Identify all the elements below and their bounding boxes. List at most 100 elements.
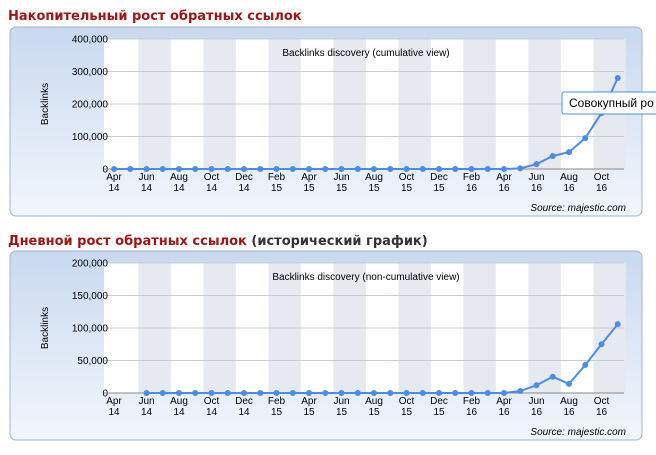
y-tick-label: 200,000 (72, 259, 109, 270)
point (582, 135, 589, 142)
point (354, 390, 361, 396)
x-tick-label: 14 (173, 407, 185, 418)
x-tick-label: Feb (268, 172, 286, 183)
x-tick-label: 15 (303, 407, 315, 418)
x-tick-label: 15 (401, 407, 413, 418)
y-tick-label: 0 (102, 389, 108, 400)
source: Source: majestic.com (530, 203, 626, 214)
x-tick-label: Apr (301, 172, 317, 183)
point (143, 166, 150, 172)
x-tick-label: Jun (333, 172, 349, 183)
point (614, 321, 621, 328)
x-tick-label: Dec (235, 396, 253, 407)
x-tick-label: Apr (496, 172, 512, 183)
point (322, 166, 329, 172)
point (403, 390, 410, 396)
x-tick-label: Dec (430, 396, 448, 407)
point (517, 165, 524, 172)
point (387, 166, 394, 172)
point (387, 390, 394, 396)
x-tick-label: Jun (528, 396, 544, 407)
source: Source: majestic.com (530, 427, 626, 438)
x-tick-label: Oct (594, 172, 610, 183)
point (419, 390, 426, 396)
y-axis-label: Backlinks (40, 83, 51, 125)
tooltip-text: Совокупный ро (569, 96, 654, 110)
x-tick-label: Feb (268, 396, 286, 407)
x-tick-label: 14 (238, 407, 250, 418)
x-tick-label: Aug (365, 396, 383, 407)
point (176, 166, 182, 172)
point (371, 390, 377, 396)
point (517, 388, 524, 395)
x-tick-label: Oct (399, 172, 415, 183)
point (241, 390, 247, 396)
x-tick-label: 15 (271, 183, 283, 194)
point (143, 390, 150, 396)
point (452, 166, 459, 172)
y-tick-label: 150,000 (72, 291, 109, 302)
x-tick-label: Feb (463, 172, 481, 183)
x-tick-label: Oct (204, 396, 220, 407)
x-tick-label: Aug (170, 396, 188, 407)
point (224, 390, 231, 396)
x-tick-label: 14 (206, 407, 218, 418)
x-tick-label: Jun (333, 396, 349, 407)
x-tick-label: Apr (106, 172, 122, 183)
point (111, 166, 117, 172)
x-tick-label: Oct (204, 172, 220, 183)
x-tick-label: 14 (108, 407, 120, 418)
point (306, 390, 312, 396)
chart-title: Backlinks discovery (non-cumulative view… (272, 272, 459, 283)
point (273, 166, 280, 172)
point (566, 380, 572, 387)
point (289, 390, 296, 396)
point (614, 75, 621, 81)
y-tick-label: 50,000 (77, 356, 108, 367)
x-tick-label: Jun (528, 172, 544, 183)
tooltip: Совокупный ро (561, 91, 656, 115)
point (484, 390, 491, 396)
point (322, 390, 329, 396)
point (598, 341, 605, 348)
point (176, 390, 182, 396)
y-tick-label: 300,000 (72, 67, 109, 78)
x-tick-label: 14 (108, 183, 120, 194)
y-tick-label: 100,000 (72, 132, 109, 143)
x-tick-label: Aug (560, 172, 578, 183)
point (371, 166, 377, 172)
x-tick-label: 14 (141, 183, 153, 194)
x-tick-label: 15 (336, 183, 348, 194)
x-tick-label: 14 (206, 183, 218, 194)
x-tick-label: 15 (271, 407, 283, 418)
x-tick-label: 16 (531, 183, 543, 194)
point (273, 390, 280, 396)
point (533, 382, 540, 389)
x-tick-label: 15 (433, 407, 445, 418)
point (159, 166, 166, 172)
x-tick-label: 16 (563, 407, 575, 418)
point (338, 166, 345, 172)
point (192, 166, 199, 172)
point (306, 166, 312, 172)
point (208, 166, 215, 172)
y-tick-label: 200,000 (72, 100, 109, 111)
point (582, 362, 589, 369)
point (208, 390, 215, 396)
point (354, 166, 361, 172)
point (338, 390, 345, 396)
x-tick-label: 16 (596, 183, 608, 194)
point (403, 166, 410, 172)
point (224, 166, 231, 172)
x-tick-label: 16 (466, 407, 478, 418)
point (289, 166, 296, 172)
x-tick-label: 16 (498, 183, 510, 194)
chart-title: Backlinks discovery (cumulative view) (282, 48, 449, 59)
x-tick-label: 16 (466, 183, 478, 194)
point (566, 149, 572, 156)
heading: Дневной рост обратных ссылок (историческ… (8, 234, 428, 249)
point (241, 166, 247, 172)
x-tick-label: Apr (106, 396, 122, 407)
x-tick-label: Jun (138, 396, 154, 407)
